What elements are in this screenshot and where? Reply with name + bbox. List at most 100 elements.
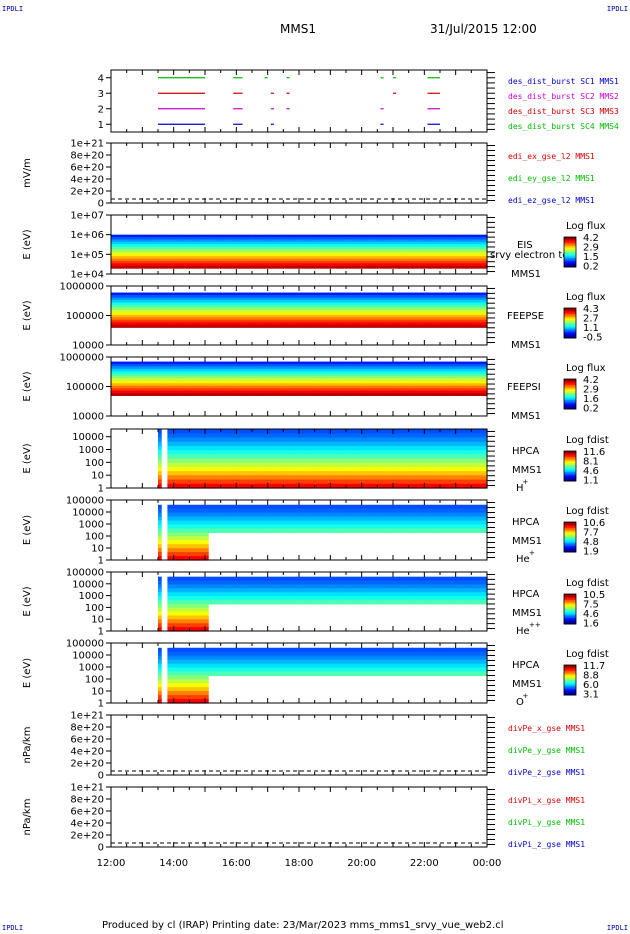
feepsi-cell	[208, 383, 212, 387]
feepse-cell	[123, 314, 128, 318]
corner-label-top-left: IPDLI	[2, 5, 24, 13]
eis-cell	[371, 253, 375, 257]
eis-cell	[342, 251, 347, 255]
feepsi-cell	[114, 373, 118, 377]
eis-cell	[424, 241, 429, 245]
feepse-cell	[468, 324, 472, 328]
feepse-cell	[314, 304, 319, 309]
feepsi-cell	[330, 363, 335, 367]
feepse-cell	[449, 299, 454, 304]
feepsi-cell	[371, 368, 375, 372]
feepse-cell	[308, 322, 313, 326]
feepse-cell	[377, 302, 382, 306]
eis-cell	[393, 251, 397, 255]
feepsi-cell	[320, 383, 325, 387]
eis-cell	[145, 251, 150, 255]
feepsi-cell	[267, 383, 272, 387]
feepsi-cell	[342, 376, 347, 380]
feepse-cell	[458, 319, 463, 323]
feepsi-cell	[195, 366, 200, 370]
feepsi-cell	[151, 366, 156, 370]
eis-cell	[183, 239, 187, 243]
feepse-cell	[327, 309, 331, 313]
feepsi-cell	[386, 368, 391, 372]
feepse-cell	[120, 319, 125, 323]
feepse-cell	[245, 302, 250, 306]
eis-cell	[311, 237, 316, 241]
feepsi-cell	[189, 373, 194, 377]
feepsi-cell	[336, 366, 341, 370]
feepsi-cell	[120, 371, 125, 375]
feepse-cell	[314, 322, 319, 326]
eis-cell	[198, 246, 203, 250]
feepse-cell	[320, 304, 325, 309]
feepsi-cell	[248, 376, 253, 380]
eis-cell	[455, 260, 460, 264]
feepsi-cell	[126, 380, 131, 384]
eis-cell	[198, 260, 203, 264]
eis-cell	[198, 241, 203, 245]
feepse-cell	[111, 319, 115, 323]
eis-cell	[176, 265, 181, 269]
eis-cell	[267, 248, 272, 252]
feepsi-cell	[324, 361, 328, 365]
feepse-cell	[111, 307, 115, 311]
feepsi-cell	[295, 373, 300, 377]
eis-cell	[242, 253, 247, 257]
feepse-cell	[123, 324, 128, 328]
feepsi-cell	[374, 361, 378, 365]
eis-cell	[302, 251, 306, 255]
feepsi-cell	[292, 373, 297, 377]
feepse-cell	[123, 307, 128, 311]
eis-cell	[132, 248, 137, 252]
feepse-cell	[211, 299, 215, 304]
feepse-cell	[418, 302, 422, 306]
feepsi-cell	[230, 388, 234, 392]
eis-cell	[308, 263, 313, 267]
eis-cell	[226, 237, 231, 241]
feepse-cell	[186, 299, 190, 304]
eis-cell	[273, 244, 278, 248]
feepse-cell	[167, 322, 172, 326]
feepse-cell	[305, 304, 309, 309]
feepse-cell	[286, 297, 291, 301]
feepse-cell	[458, 317, 463, 321]
feepse-cell	[408, 292, 413, 296]
eis-cell	[371, 237, 375, 241]
feepse-cell	[126, 324, 131, 328]
feepsi-cell	[151, 361, 156, 365]
feepse-cell	[436, 314, 441, 318]
feepse-cell	[367, 322, 372, 326]
eis-cell	[342, 234, 347, 238]
feepse-cell	[179, 309, 184, 313]
feepse-cell	[408, 312, 413, 316]
feepsi-cell	[349, 361, 353, 365]
feepse-cell	[158, 317, 162, 321]
feepse-cell	[192, 319, 197, 323]
feepse-cell	[346, 324, 350, 328]
eis-cell	[295, 234, 300, 238]
eis-cell	[327, 263, 331, 267]
feepse-cell	[192, 309, 197, 313]
feepsi-cell	[355, 361, 360, 365]
feepse-cell	[230, 314, 234, 318]
feepsi-cell	[355, 378, 360, 382]
feepsi-cell	[333, 371, 338, 375]
feepsi-cell	[167, 361, 172, 365]
feepsi-cell	[361, 373, 366, 377]
feepsi-cell	[292, 390, 297, 394]
eis-cell	[129, 263, 134, 267]
feepse-cell	[405, 307, 410, 311]
eis-cell	[258, 237, 262, 241]
eis-cell	[252, 251, 256, 255]
feepsi-cell	[261, 361, 266, 365]
eis-cell	[405, 253, 410, 257]
feepse-cell	[364, 319, 369, 323]
eis-cell	[230, 265, 234, 269]
feepsi-cell	[295, 363, 300, 367]
eis-cell	[342, 248, 347, 252]
feepsi-cell	[252, 371, 256, 375]
feepse-cell	[292, 297, 297, 301]
feepse-cell	[170, 302, 175, 306]
feepsi-cell	[236, 366, 241, 370]
